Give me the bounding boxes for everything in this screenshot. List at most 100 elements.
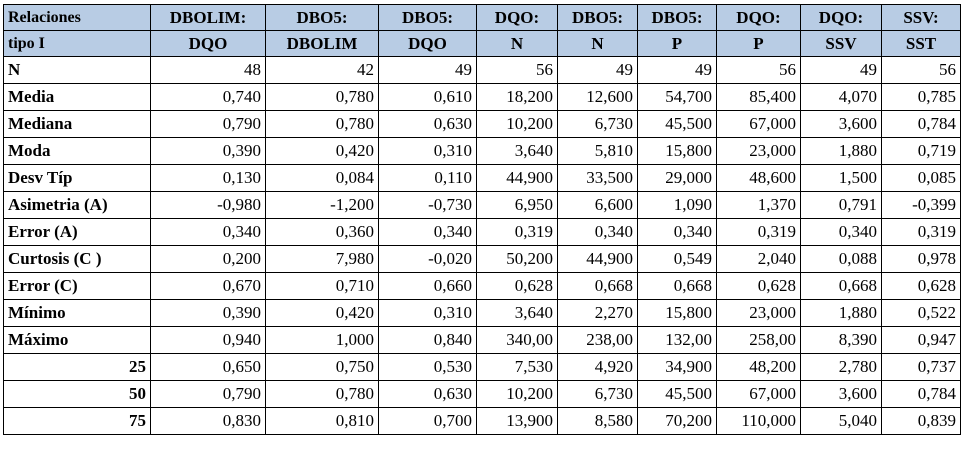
table-cell: 42 — [265, 56, 379, 84]
statistics-table: Relaciones DBOLIM: DBO5: DBO5: DQO: DBO5: DBO5… — [3, 4, 961, 435]
column-header-line2: tipo I — [3, 30, 151, 57]
table-cell: 0,340 — [557, 218, 638, 246]
table-cell: 5,040 — [800, 407, 882, 435]
column-header-line1: DQO: — [800, 4, 882, 31]
table-cell: 0,668 — [800, 272, 882, 300]
table-cell: 0,947 — [881, 326, 961, 354]
table-cell: 0,700 — [378, 407, 477, 435]
table-cell: 0,780 — [265, 380, 379, 408]
table-cell: 0,340 — [800, 218, 882, 246]
table-cell: 10,200 — [476, 110, 558, 138]
row-label: Error (A) — [3, 218, 151, 246]
table-cell: 0,310 — [378, 137, 477, 165]
table-row: Curtosis (C ) 0,200 7,980 -0,020 50,200 44,90… — [3, 245, 961, 273]
table-cell: 44,900 — [557, 245, 638, 273]
table-cell: 6,600 — [557, 191, 638, 219]
column-header-line2: N — [557, 30, 638, 57]
column-header-line1: DQO: — [716, 4, 801, 31]
table-cell: 238,00 — [557, 326, 638, 354]
column-header-line1: DBO5: — [637, 4, 717, 31]
table-cell: 23,000 — [716, 299, 801, 327]
table-cell: 49 — [637, 56, 717, 84]
table-cell: 0,840 — [378, 326, 477, 354]
table-cell: 0,340 — [637, 218, 717, 246]
table-cell: 0,200 — [150, 245, 266, 273]
table-cell: 1,880 — [800, 299, 882, 327]
table-cell: 0,610 — [378, 83, 477, 111]
table-row: Error (C) 0,670 0,710 0,660 0,628 0,668 0,668 0… — [3, 272, 961, 300]
table-cell: 45,500 — [637, 380, 717, 408]
table-cell: 70,200 — [637, 407, 717, 435]
table-cell: 0,319 — [881, 218, 961, 246]
clipped-text-above-table — [0, 0, 979, 7]
row-label: Error (C) — [3, 272, 151, 300]
table-cell: 0,784 — [881, 380, 961, 408]
row-label: Moda — [3, 137, 151, 165]
row-label: Media — [3, 83, 151, 111]
table-row: Media 0,740 0,780 0,610 18,200 12,600 54,700 85… — [3, 83, 961, 111]
table-cell: 1,090 — [637, 191, 717, 219]
table-cell: 0,790 — [150, 380, 266, 408]
table-cell: 0,791 — [800, 191, 882, 219]
table-cell: 340,00 — [476, 326, 558, 354]
table-cell: 12,600 — [557, 83, 638, 111]
table-cell: 50,200 — [476, 245, 558, 273]
column-header-line2: SST — [881, 30, 961, 57]
table-cell: 8,580 — [557, 407, 638, 435]
column-header-line2: P — [716, 30, 801, 57]
column-header-line1: DBOLIM: — [150, 4, 266, 31]
table-cell: 0,839 — [881, 407, 961, 435]
table-row: N 48 42 49 56 49 49 56 49 56 — [3, 56, 961, 84]
table-cell: 0,785 — [881, 83, 961, 111]
table-cell: 10,200 — [476, 380, 558, 408]
table-cell: 1,000 — [265, 326, 379, 354]
table-cell: 0,650 — [150, 353, 266, 381]
table-cell: 2,780 — [800, 353, 882, 381]
table-cell: 0,978 — [881, 245, 961, 273]
table-cell: 0,719 — [881, 137, 961, 165]
table-cell: 0,740 — [150, 83, 266, 111]
table-cell: 0,940 — [150, 326, 266, 354]
column-header-line2: SSV — [800, 30, 882, 57]
table-cell: 49 — [557, 56, 638, 84]
table-cell: 132,00 — [637, 326, 717, 354]
table-row: Asimetria (A) -0,980 -1,200 -0,730 6,950 6,60… — [3, 191, 961, 219]
table-cell: 0,130 — [150, 164, 266, 192]
column-header-line1: DBO5: — [557, 4, 638, 31]
row-label: 75 — [3, 407, 151, 435]
table-cell: 0,830 — [150, 407, 266, 435]
column-header-line2: P — [637, 30, 717, 57]
table-row: 75 0,830 0,810 0,700 13,900 8,580 70,200 110,00… — [3, 407, 961, 435]
table-cell: 33,500 — [557, 164, 638, 192]
row-label: Mínimo — [3, 299, 151, 327]
table-cell: 2,040 — [716, 245, 801, 273]
table-cell: 49 — [800, 56, 882, 84]
table-cell: 3,640 — [476, 137, 558, 165]
table-cell: 0,670 — [150, 272, 266, 300]
table-cell: 0,420 — [265, 299, 379, 327]
header-row-2: tipo I DQO DBOLIM DQO N N P P SSV SST — [3, 30, 961, 57]
table-cell: 0,630 — [378, 380, 477, 408]
table-cell: 0,780 — [265, 83, 379, 111]
table-cell: 0,319 — [716, 218, 801, 246]
table-cell: 2,270 — [557, 299, 638, 327]
table-cell: 0,737 — [881, 353, 961, 381]
table-cell: 0,522 — [881, 299, 961, 327]
table-cell: 48 — [150, 56, 266, 84]
table-row: Mediana 0,790 0,780 0,630 10,200 6,730 45,500 6… — [3, 110, 961, 138]
column-header-line2: DQO — [378, 30, 477, 57]
row-label: Desv Típ — [3, 164, 151, 192]
table-cell: 15,800 — [637, 299, 717, 327]
table-cell: 18,200 — [476, 83, 558, 111]
table-cell: 0,390 — [150, 299, 266, 327]
row-label: N — [3, 56, 151, 84]
table-cell: 3,600 — [800, 380, 882, 408]
table-cell: 110,000 — [716, 407, 801, 435]
table-cell: -0,980 — [150, 191, 266, 219]
row-label: Mediana — [3, 110, 151, 138]
table-cell: 6,730 — [557, 110, 638, 138]
row-label: 50 — [3, 380, 151, 408]
table-cell: 6,730 — [557, 380, 638, 408]
table-cell: 54,700 — [637, 83, 717, 111]
column-header-line1: DBO5: — [378, 4, 477, 31]
